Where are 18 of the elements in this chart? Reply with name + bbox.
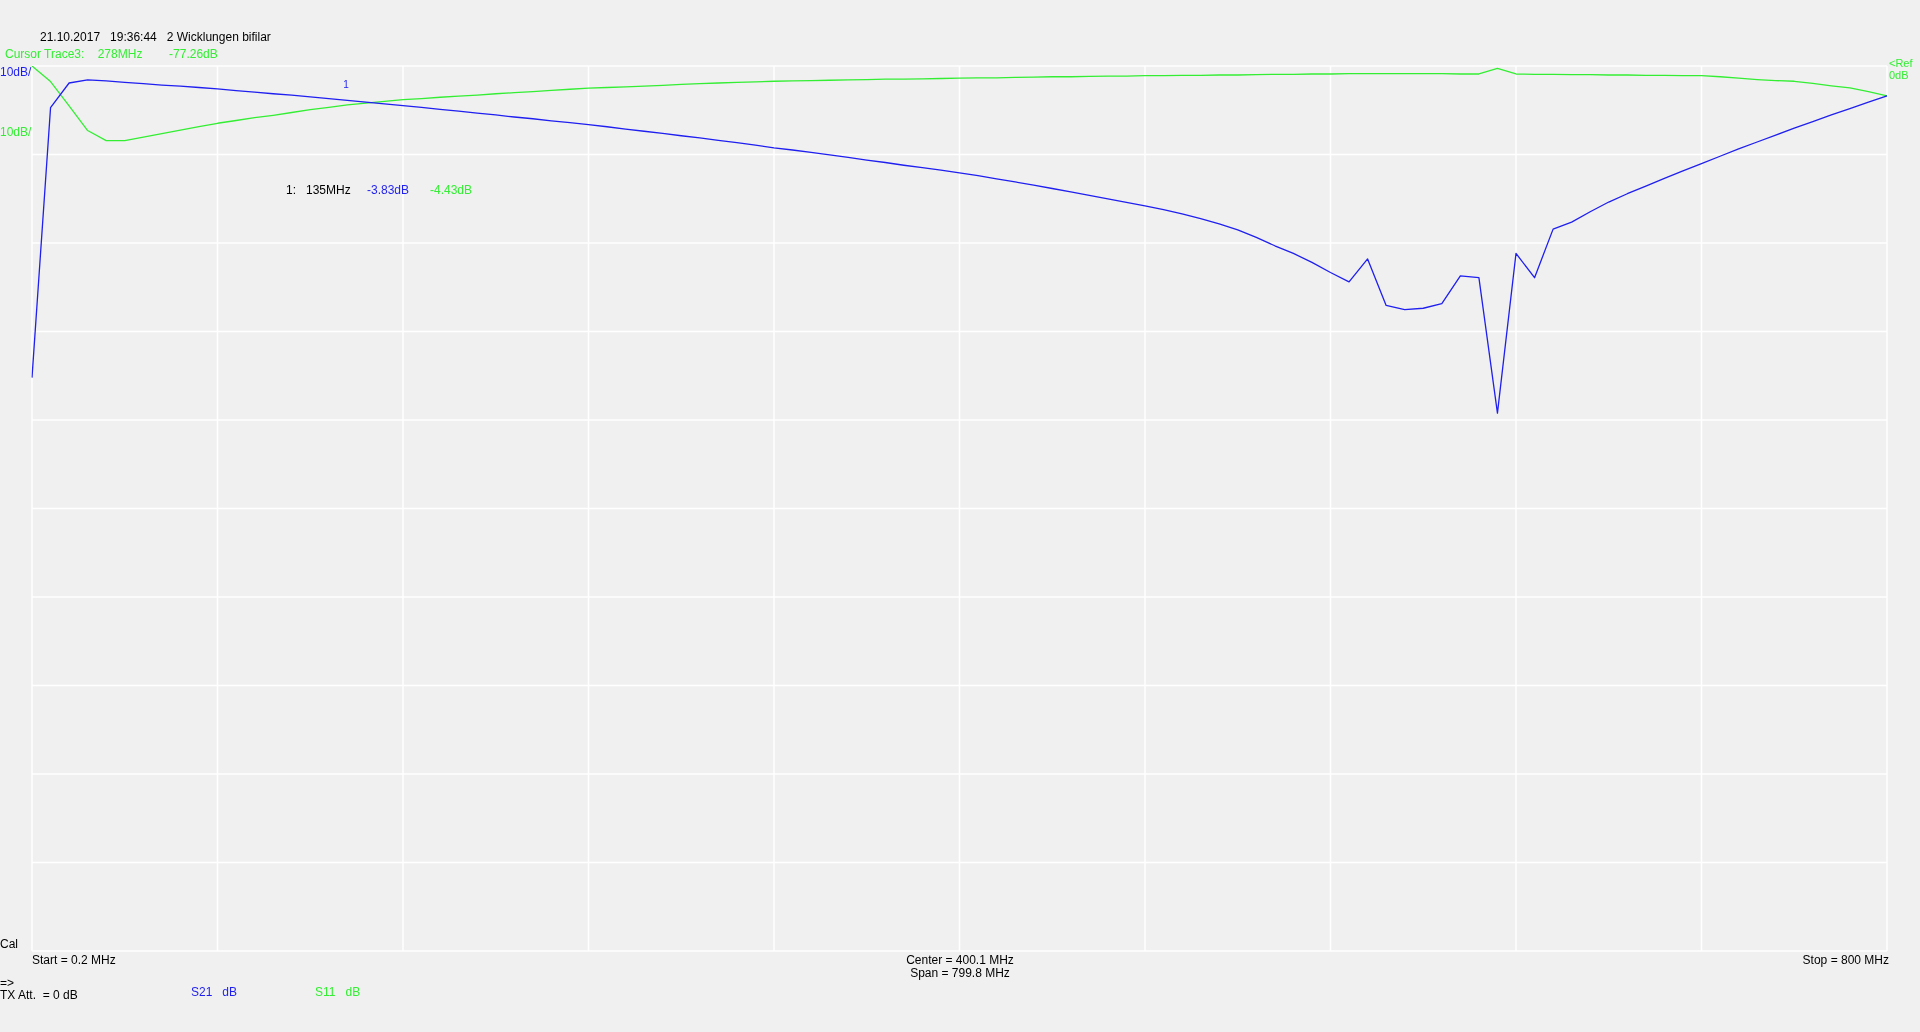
text: Stop = 800 MHz [1802,953,1889,967]
chart-title: 21.10.2017 19:36:44 2 Wicklungen bifilar [40,30,271,44]
text: <Ref 0dB [1889,57,1914,81]
annotation: -3.83dB [367,183,410,197]
text: Span = 799.8 MHz [910,966,1010,980]
text: 10dB/ [0,125,32,139]
text: TX Att. = 0 dB [0,988,78,1002]
annotation: 1: 135MHz [286,183,351,197]
text: S21 dB [191,985,238,999]
text: => [0,976,15,990]
text: Cal [0,937,19,951]
annotation: 1 [343,78,349,92]
text: Start = 0.2 MHz [32,953,116,967]
text: 10dB/ [0,65,32,79]
text: Center = 400.1 MHz [906,953,1014,967]
text: S11 dB [315,985,361,999]
text: Cursor Trace3: 278MHz -77.26dB [5,47,218,61]
annotation: -4.43dB [430,183,473,197]
